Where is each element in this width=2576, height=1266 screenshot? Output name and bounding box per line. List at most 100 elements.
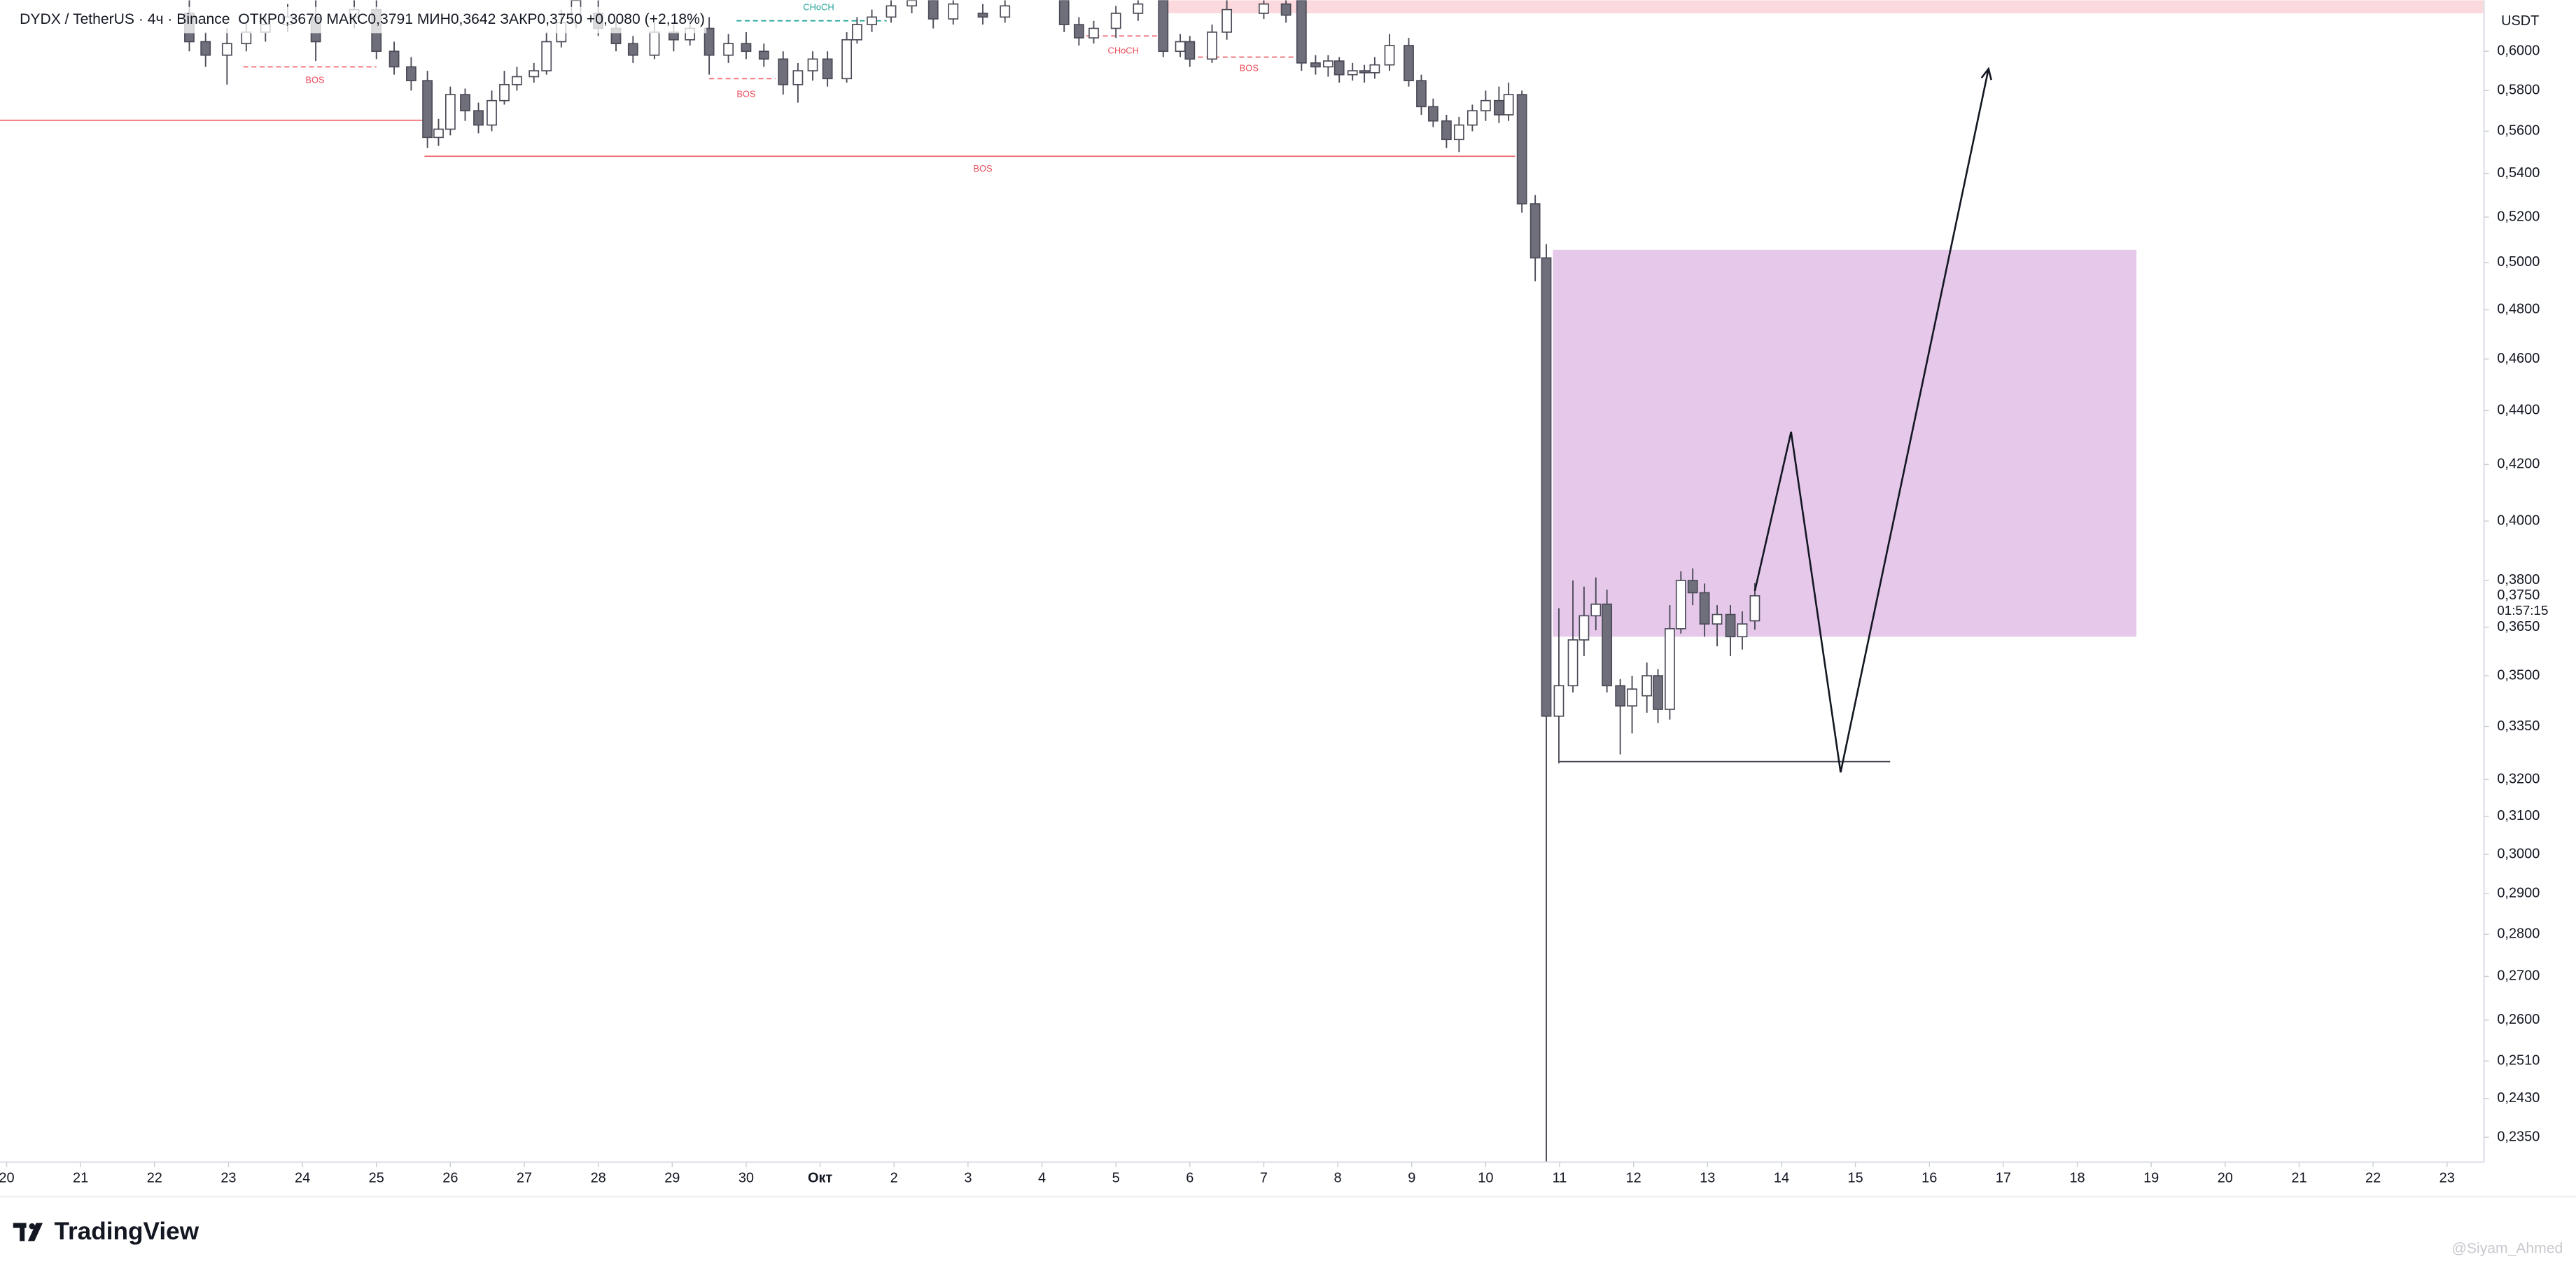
candle-body xyxy=(541,41,552,71)
y-tick-label: 0,2700 xyxy=(2497,968,2540,984)
candle-body xyxy=(886,5,897,18)
y-tick-label: 0,3500 xyxy=(2497,667,2540,683)
x-tick-label: 20 xyxy=(0,1170,15,1185)
candle-body xyxy=(499,83,510,102)
zone xyxy=(1163,0,2484,14)
y-tick-label: 0,4200 xyxy=(2497,457,2540,472)
x-tick-label: 24 xyxy=(295,1170,310,1185)
y-tick-label: 0,3100 xyxy=(2497,808,2540,823)
plot-area: BOS BOS BOS CHoCH CHoCH BOS xyxy=(0,0,2484,1162)
x-tick-label: 10 xyxy=(1478,1170,1493,1185)
candle-body xyxy=(977,13,988,18)
x-tick-label: 26 xyxy=(442,1170,458,1185)
candle-body xyxy=(792,70,804,85)
level-label: CHoCH xyxy=(1108,46,1139,56)
countdown: 01:57:15 xyxy=(2497,603,2548,618)
logo-text: TradingView xyxy=(54,1218,199,1245)
x-tick-label: 16 xyxy=(1921,1170,1937,1185)
y-tick-label: 0,2800 xyxy=(2497,926,2540,942)
candle-body xyxy=(807,58,818,71)
candle-body xyxy=(1494,99,1504,116)
x-tick-label: 9 xyxy=(1408,1170,1415,1185)
x-tick-label: 6 xyxy=(1186,1170,1194,1185)
y-tick-label: 0,5800 xyxy=(2497,83,2540,98)
candle-body xyxy=(1590,604,1602,617)
candle-body xyxy=(1541,257,1552,717)
candle-body xyxy=(1737,623,1748,638)
candle-body xyxy=(1642,675,1653,697)
candle-body xyxy=(422,80,433,139)
x-tick-label: 29 xyxy=(664,1170,680,1185)
y-tick-label: 0,2350 xyxy=(2497,1129,2540,1144)
x-tick-label: 21 xyxy=(73,1170,88,1185)
candle-body xyxy=(1158,0,1169,53)
x-tick-label: 20 xyxy=(2218,1170,2233,1185)
x-tick-label: 23 xyxy=(220,1170,236,1185)
y-tick-label: 0,3650 xyxy=(2497,619,2540,634)
x-tick-label: 22 xyxy=(2365,1170,2381,1185)
logo-icon xyxy=(13,1223,43,1241)
x-tick-label: 15 xyxy=(1848,1170,1863,1185)
y-unit: USDT xyxy=(2501,13,2539,29)
candle-body xyxy=(460,94,470,111)
candle-body xyxy=(927,0,939,20)
candle-body xyxy=(1466,110,1478,126)
x-tick-label: 12 xyxy=(1626,1170,1642,1185)
candle-body xyxy=(1058,0,1070,25)
candle-body xyxy=(1359,70,1370,74)
candle-body xyxy=(1175,41,1186,53)
candle-body xyxy=(444,94,456,130)
x-tick-label: 7 xyxy=(1260,1170,1268,1185)
candle-body xyxy=(1404,45,1414,81)
candle-body xyxy=(1615,685,1626,707)
x-tick-label: 18 xyxy=(2069,1170,2085,1185)
x-tick-label: 3 xyxy=(964,1170,972,1185)
candle-body xyxy=(1530,203,1541,259)
zone xyxy=(1553,249,2137,637)
candle-body xyxy=(741,43,752,53)
candle-body xyxy=(221,43,232,56)
candle-body xyxy=(1416,80,1427,108)
candle-body xyxy=(1296,0,1307,64)
candle-body xyxy=(1699,592,1710,625)
candle-body xyxy=(852,24,862,41)
candle-body xyxy=(1725,613,1736,638)
candle-body xyxy=(1675,580,1686,629)
candle-body xyxy=(405,66,416,81)
candle-body xyxy=(1133,3,1144,14)
watermark: @Siyam_Ahmed xyxy=(2452,1241,2563,1257)
x-tick-label: 2 xyxy=(890,1170,898,1185)
y-tick-label: 0,2600 xyxy=(2497,1012,2540,1027)
candle-body xyxy=(1207,32,1217,60)
candle-body xyxy=(1441,120,1452,141)
candle-body xyxy=(1110,13,1121,29)
y-tick-label: 0,5400 xyxy=(2497,165,2540,181)
level-label: CHoCH xyxy=(803,1,834,12)
candle-body xyxy=(1653,675,1663,710)
level-label: BOS xyxy=(1240,63,1259,74)
candle-body xyxy=(778,58,789,85)
candle-body xyxy=(1503,94,1514,116)
x-tick-label: 13 xyxy=(1700,1170,1715,1185)
x-tick-label: 4 xyxy=(1038,1170,1046,1185)
x-tick-label: 11 xyxy=(1553,1170,1567,1185)
y-tick-label: 0,5200 xyxy=(2497,209,2540,224)
y-tick-label: 0,6000 xyxy=(2497,43,2540,59)
x-tick-label: 25 xyxy=(369,1170,384,1185)
candle-body xyxy=(1712,613,1723,625)
y-tick-label: 0,3350 xyxy=(2497,718,2540,734)
candle-body xyxy=(433,128,444,139)
candle-body xyxy=(668,32,679,41)
candle-body xyxy=(486,99,497,126)
level-label: BOS xyxy=(973,163,992,174)
candle-body xyxy=(649,32,660,56)
candle-body xyxy=(704,27,715,56)
candle-body xyxy=(200,41,211,56)
candle-body xyxy=(1749,595,1760,622)
candle-body xyxy=(1480,99,1491,111)
candle-body xyxy=(1334,60,1345,76)
x-tick-label: 23 xyxy=(2440,1170,2455,1185)
legend-bg xyxy=(16,6,707,34)
candle-body xyxy=(867,16,877,25)
